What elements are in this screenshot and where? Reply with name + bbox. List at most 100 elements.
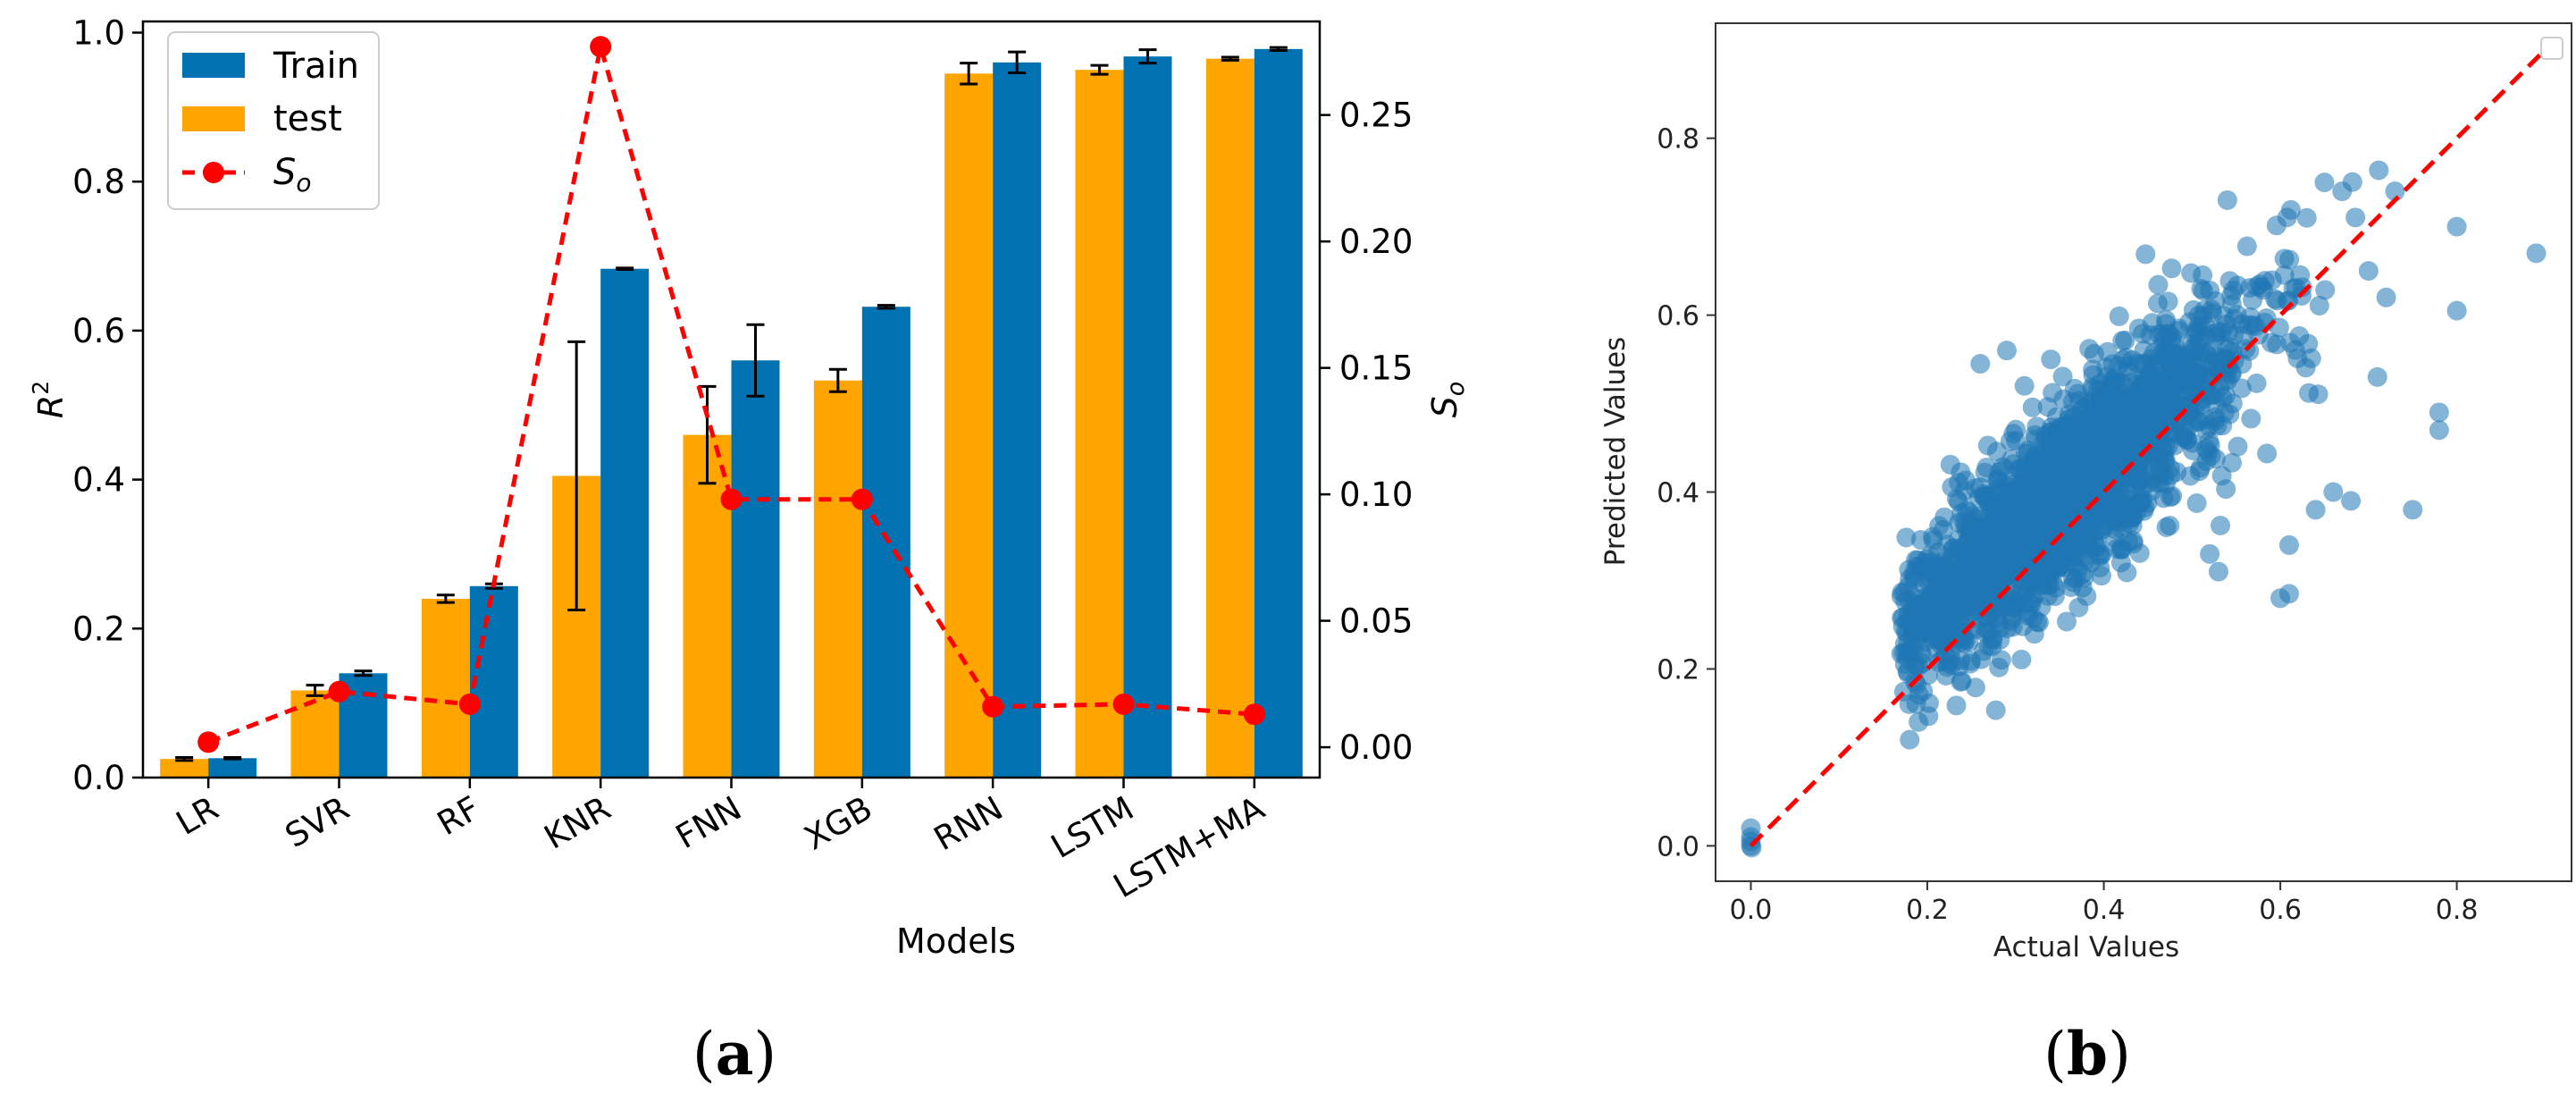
bar-test-svr bbox=[290, 690, 340, 778]
scatter-point bbox=[2140, 324, 2161, 345]
scatter-point bbox=[1896, 527, 1917, 548]
scatter-point bbox=[1949, 473, 1969, 493]
legend: Train test So bbox=[167, 31, 380, 210]
scatter-point bbox=[2110, 552, 2131, 573]
scatter-point bbox=[2231, 378, 2252, 399]
y-axis-ticks-b: 0.0 0.2 0.4 0.6 0.8 bbox=[1657, 124, 1716, 862]
scatter-point bbox=[2239, 341, 2260, 361]
x-tick-label-b: 0.4 bbox=[2083, 895, 2126, 926]
scatter-point bbox=[2136, 415, 2157, 435]
scatter-point bbox=[2134, 501, 2154, 521]
scatter-point bbox=[2221, 452, 2242, 473]
scatter-point bbox=[2309, 295, 2329, 315]
so-marker-rf bbox=[458, 693, 481, 715]
bar-train-xgb bbox=[861, 307, 910, 778]
scatter-point bbox=[2216, 479, 2236, 500]
bar-train-lstm bbox=[1123, 56, 1172, 778]
y-tick-label: 0.2 bbox=[72, 610, 125, 648]
x-axis-label-b: Actual Values bbox=[1993, 931, 2179, 963]
scatter-point bbox=[1741, 818, 1761, 838]
scatter-point bbox=[1940, 573, 1960, 593]
error-bar-test-knr bbox=[567, 340, 586, 611]
legend-label-test: test bbox=[273, 98, 342, 139]
y-tick-label-b: 0.4 bbox=[1657, 478, 1699, 509]
scatter-point bbox=[2161, 487, 2181, 508]
scatter-point bbox=[1953, 539, 1974, 559]
x-axis-ticks-b: 0.0 0.2 0.4 0.6 0.8 bbox=[1730, 881, 2479, 926]
x-tick-label-b: 0.8 bbox=[2436, 895, 2479, 926]
scatter-point bbox=[2429, 420, 2449, 441]
y2-axis-ticks: 0.00 0.05 0.10 0.15 0.20 0.25 bbox=[1320, 97, 1413, 767]
scatter-point bbox=[2215, 385, 2236, 406]
scatter-point bbox=[1900, 729, 1920, 750]
scatter-point bbox=[2073, 547, 2094, 568]
scatter-point bbox=[2041, 349, 2061, 370]
y-tick-label: 0.0 bbox=[72, 759, 125, 797]
error-bar-train-knr bbox=[616, 266, 634, 272]
scatter-point bbox=[2308, 384, 2328, 405]
scatter-point bbox=[2103, 406, 2124, 426]
scatter-point bbox=[2280, 199, 2301, 220]
y-axis-label-superscript: 2 bbox=[28, 381, 54, 395]
bar-train-knr bbox=[600, 268, 650, 778]
y2-tick-label: 0.05 bbox=[1339, 602, 1413, 641]
scatter-point bbox=[2161, 258, 2182, 279]
y2-axis-label-subscript: o bbox=[1442, 382, 1470, 397]
scatter-point bbox=[2003, 454, 2024, 475]
error-bar-test-rf bbox=[436, 593, 455, 604]
x-axis-label: Models bbox=[896, 921, 1016, 961]
scatter-point bbox=[1921, 580, 1942, 601]
error-bar-train-lstm-ma bbox=[1269, 46, 1288, 53]
scatter-point bbox=[2091, 566, 2111, 586]
scatter-point bbox=[1913, 605, 1934, 626]
y-axis-label-b: Predicted Values bbox=[1599, 337, 1632, 567]
scatter-point bbox=[2241, 408, 2261, 429]
legend-label-so-subscript: o bbox=[296, 168, 311, 198]
scatter-point bbox=[1976, 622, 1996, 643]
so-marker-svr bbox=[328, 680, 350, 702]
scatter-point bbox=[1986, 515, 2007, 535]
bar-test-fnn bbox=[683, 434, 732, 778]
scatter-point bbox=[1992, 564, 2012, 585]
scatter-point bbox=[2096, 358, 2117, 378]
scatter-point bbox=[2323, 482, 2344, 502]
scatter-point bbox=[1967, 523, 1987, 543]
y-tick-label: 0.8 bbox=[72, 163, 125, 201]
scatter-point bbox=[1976, 458, 1997, 478]
scatter-point bbox=[2429, 402, 2449, 423]
scatter-point bbox=[2446, 300, 2467, 321]
scatter-point bbox=[2025, 425, 2045, 445]
scatter-point bbox=[2128, 432, 2149, 452]
scatter-point bbox=[1970, 354, 1991, 374]
scatter-point bbox=[2059, 501, 2079, 521]
scatter-point bbox=[2199, 416, 2219, 436]
bar-train-lstm-ma bbox=[1254, 48, 1303, 778]
scatter-point bbox=[2171, 399, 2192, 419]
scatter-point bbox=[1942, 654, 1962, 675]
scatter-point bbox=[2077, 428, 2097, 449]
scatter-point bbox=[2278, 534, 2299, 555]
bars-group bbox=[160, 48, 1303, 778]
scatter-point bbox=[2376, 287, 2396, 307]
scatter-point bbox=[1923, 526, 1943, 547]
scatter-point bbox=[2341, 491, 2362, 511]
so-marker-lr bbox=[197, 731, 220, 753]
scatter-point bbox=[1976, 485, 1997, 506]
bar-train-rf bbox=[469, 585, 518, 778]
scatter-point bbox=[2056, 611, 2077, 632]
error-bar-train-svr bbox=[354, 669, 373, 677]
scatter-point bbox=[2154, 466, 2175, 486]
scatter-point bbox=[2069, 443, 2090, 464]
y-tick-label-b: 0.2 bbox=[1657, 654, 1699, 686]
scatter-point bbox=[2205, 290, 2226, 311]
scatter-point bbox=[2211, 516, 2231, 536]
scatter-point bbox=[2020, 593, 2041, 613]
error-bar-train-lstm bbox=[1138, 48, 1157, 65]
scatter-point bbox=[2301, 348, 2321, 368]
caption-b-open: ( bbox=[2043, 1020, 2067, 1089]
x-tick-label-b: 0.2 bbox=[1906, 895, 1949, 926]
scatter-point bbox=[1892, 582, 1912, 602]
scatter-point bbox=[1962, 585, 1983, 605]
scatter-point bbox=[2290, 265, 2311, 285]
